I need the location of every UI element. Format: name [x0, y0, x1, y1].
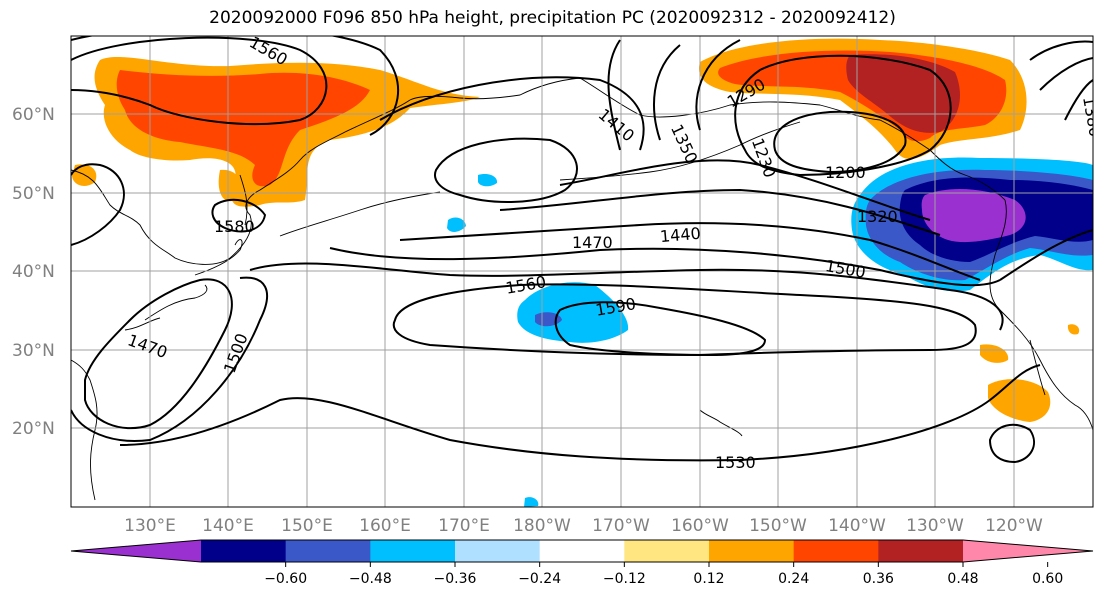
- lat-label: 30°N: [12, 341, 55, 361]
- lat-label: 50°N: [12, 184, 55, 204]
- latitude-labels: 60°N 50°N 40°N 30°N 20°N: [12, 105, 55, 439]
- lon-label: 180°W: [513, 516, 571, 536]
- lon-label: 150°W: [749, 516, 807, 536]
- colorbar-tick-label: 0.60: [1032, 571, 1063, 587]
- colorbar-swatch: [285, 540, 371, 562]
- graticule: [71, 36, 1093, 507]
- height-contours: [71, 36, 1093, 464]
- lon-label: 140°E: [202, 516, 254, 536]
- colorbar-swatch: [201, 540, 287, 562]
- contour-label: 1200: [825, 163, 866, 182]
- colorbar-swatch: [370, 540, 456, 562]
- contour-label: 1580: [214, 217, 255, 236]
- contour-label: 1440: [659, 224, 701, 246]
- map-title: 2020092000 F096 850 hPa height, precipit…: [209, 8, 896, 28]
- lon-label: 150°E: [281, 516, 333, 536]
- colorbar-outline: [70, 539, 1094, 563]
- colorbar-swatch: [709, 540, 795, 562]
- negative-anomaly-northeast-pacific: [851, 157, 1093, 292]
- colorbar-tick-label: −0.24: [518, 571, 561, 587]
- colorbar: −0.60 −0.48 −0.36 −0.24 −0.12 0.12 0.24 0.36 0.4…: [70, 539, 1094, 587]
- lon-label: 170°W: [592, 516, 650, 536]
- contour-label: 1530: [715, 453, 756, 472]
- lat-label: 20°N: [12, 419, 55, 439]
- colorbar-swatch: [878, 540, 964, 562]
- lon-label: 160°E: [359, 516, 411, 536]
- lon-label: 160°W: [671, 516, 729, 536]
- colorbar-extend-max: [963, 540, 1093, 562]
- map-frame: [70, 35, 1094, 508]
- lon-label: 130°E: [124, 516, 176, 536]
- lon-label: 120°W: [985, 516, 1043, 536]
- contour-label: 1470: [572, 233, 613, 252]
- colorbar-swatch: [793, 540, 879, 562]
- colorbar-swatch: [539, 540, 625, 562]
- colorbar-tick-label: 0.24: [778, 571, 809, 587]
- lon-label: 140°W: [828, 516, 886, 536]
- map-content: 1560 1580 1470 1500 1410 1350 1290 1230 …: [71, 36, 1093, 507]
- colorbar-extend-min: [71, 540, 201, 562]
- colorbar-tick-label: −0.60: [264, 571, 307, 587]
- colorbar-swatch: [455, 540, 541, 562]
- contour-labels: 1560 1580 1470 1500 1410 1350 1290 1230 …: [125, 36, 1093, 472]
- lat-label: 60°N: [12, 105, 55, 125]
- lat-label: 40°N: [12, 262, 55, 282]
- lon-label: 130°W: [906, 516, 964, 536]
- colorbar-tick-label: −0.12: [603, 571, 646, 587]
- colorbar-swatch: [624, 540, 710, 562]
- colorbar-tick-label: 0.48: [947, 571, 978, 587]
- colorbar-tick-label: −0.48: [349, 571, 392, 587]
- colorbar-tick-label: −0.36: [434, 571, 477, 587]
- colorbar-tick-label: 0.36: [863, 571, 894, 587]
- colorbar-tick-label: 0.12: [693, 571, 724, 587]
- lon-label: 170°E: [438, 516, 490, 536]
- longitude-labels: 130°E 140°E 150°E 160°E 170°E 180°W 170°…: [124, 516, 1043, 536]
- contour-label: 1320: [857, 207, 898, 226]
